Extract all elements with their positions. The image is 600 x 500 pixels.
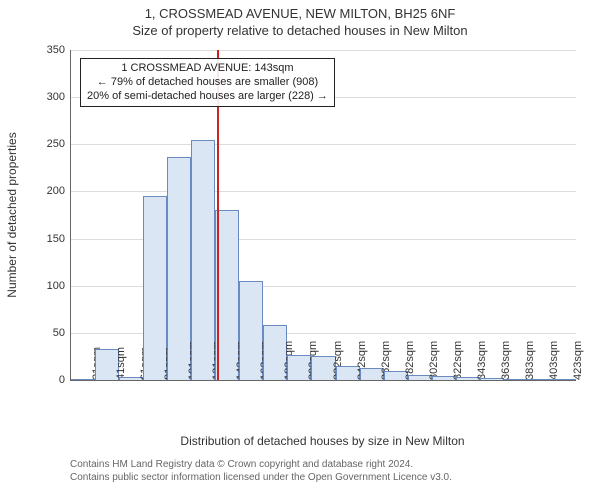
annotation-box: 1 CROSSMEAD AVENUE: 143sqm← 79% of detac…: [80, 58, 335, 107]
gridline: [71, 144, 576, 145]
chart-container: 1, CROSSMEAD AVENUE, NEW MILTON, BH25 6N…: [0, 0, 600, 500]
footer-line2: Contains public sector information licen…: [70, 471, 452, 484]
annotation-line: ← 79% of detached houses are smaller (90…: [87, 76, 328, 90]
y-tick-label: 100: [47, 280, 71, 292]
y-tick-label: 50: [53, 327, 71, 339]
y-tick-label: 300: [47, 91, 71, 103]
x-tick-label: 41sqm: [111, 347, 127, 380]
chart-title-line2: Size of property relative to detached ho…: [0, 23, 600, 38]
gridline: [71, 191, 576, 192]
y-tick-label: 150: [47, 233, 71, 245]
x-tick-label: 423sqm: [568, 341, 584, 380]
x-tick-label: 383sqm: [520, 341, 536, 380]
footer-attribution: Contains HM Land Registry data © Crown c…: [70, 458, 452, 484]
gridline: [71, 50, 576, 51]
x-axis-label: Distribution of detached houses by size …: [70, 434, 575, 448]
y-tick-label: 200: [47, 185, 71, 197]
title-area: 1, CROSSMEAD AVENUE, NEW MILTON, BH25 6N…: [0, 0, 600, 38]
x-tick-label: 343sqm: [472, 341, 488, 380]
annotation-line: 20% of semi-detached houses are larger (…: [87, 90, 328, 104]
chart-title-line1: 1, CROSSMEAD AVENUE, NEW MILTON, BH25 6N…: [0, 6, 600, 21]
x-tick-label: 403sqm: [544, 341, 560, 380]
y-axis-label: Number of detached properties: [5, 132, 19, 297]
annotation-line: 1 CROSSMEAD AVENUE: 143sqm: [87, 62, 328, 76]
x-tick-label: 302sqm: [424, 341, 440, 380]
y-tick-label: 250: [47, 138, 71, 150]
y-tick-label: 0: [59, 374, 71, 386]
x-tick-label: 363sqm: [496, 341, 512, 380]
y-tick-label: 350: [47, 44, 71, 56]
x-tick-label: 282sqm: [400, 341, 416, 380]
x-tick-label: 322sqm: [448, 341, 464, 380]
footer-line1: Contains HM Land Registry data © Crown c…: [70, 458, 452, 471]
